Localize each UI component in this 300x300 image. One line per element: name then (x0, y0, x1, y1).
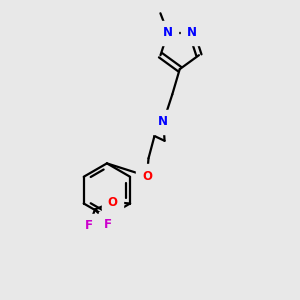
Text: F: F (104, 218, 112, 231)
Text: F: F (85, 219, 93, 232)
Text: N: N (158, 115, 168, 128)
Text: N: N (187, 26, 196, 39)
Text: O: O (108, 196, 118, 208)
Text: O: O (142, 170, 152, 183)
Text: N: N (163, 26, 173, 39)
